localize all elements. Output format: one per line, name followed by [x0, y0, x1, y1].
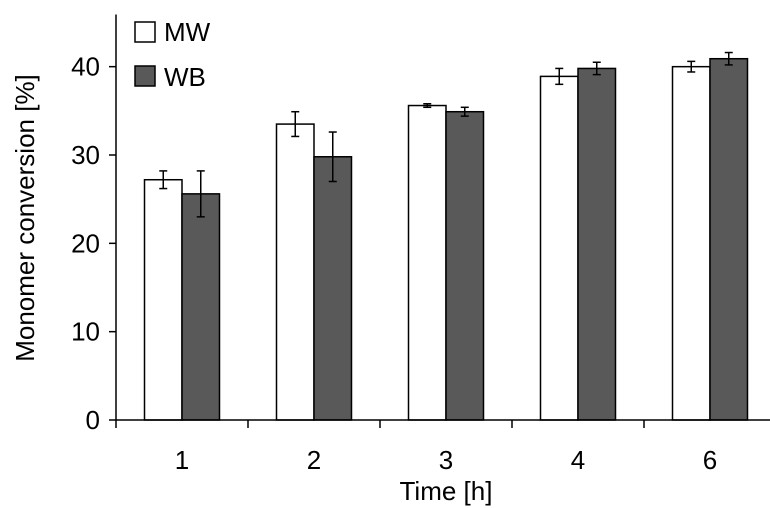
legend-label-wb: WB	[164, 62, 206, 92]
labels-layer: 1 2 3 4 6 0 10 20 30 40	[71, 52, 717, 475]
bar-mw-4	[539, 75, 579, 421]
y-tick-label-40: 40	[71, 52, 100, 82]
bar-wb-2	[313, 156, 353, 421]
legend-swatch-mw	[134, 21, 156, 43]
bar-wb-4	[577, 67, 617, 421]
y-axis-title: Monomer conversion [%]	[10, 74, 40, 362]
x-tick-label-6: 6	[703, 445, 717, 475]
legend-label-mw: MW	[164, 17, 211, 47]
y-tick-label-10: 10	[71, 317, 100, 347]
x-axis-title: Time [h]	[400, 476, 493, 506]
y-tick-label-30: 30	[71, 140, 100, 170]
bar-wb-1	[181, 193, 221, 421]
legend: MW WB	[134, 17, 211, 92]
bar-mw-6	[671, 65, 711, 421]
bar-mw-2	[275, 123, 315, 421]
x-tick-label-4: 4	[571, 445, 585, 475]
bar-wb-6	[709, 57, 749, 421]
x-tick-label-2: 2	[307, 445, 321, 475]
bar-mw-1	[143, 178, 183, 421]
y-tick-label-20: 20	[71, 228, 100, 258]
bar-mw-3	[407, 104, 447, 421]
bar-wb-3	[445, 110, 485, 421]
x-tick-label-1: 1	[175, 445, 189, 475]
axes-layer	[109, 14, 770, 428]
legend-swatch-wb	[134, 65, 156, 87]
x-tick-label-3: 3	[439, 445, 453, 475]
bars-layer	[143, 57, 749, 421]
error-bars-layer	[159, 51, 733, 218]
y-tick-label-0: 0	[86, 405, 100, 435]
